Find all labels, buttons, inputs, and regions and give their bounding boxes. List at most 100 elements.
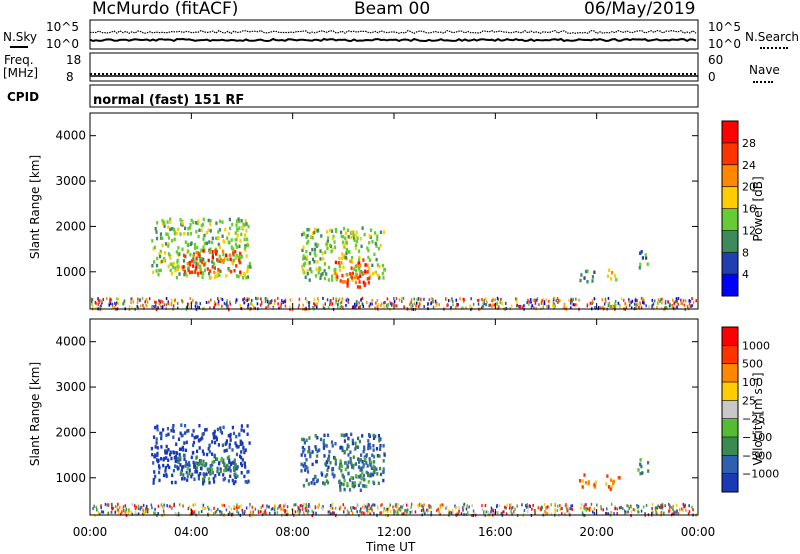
scatter-cell <box>651 502 654 506</box>
scatter-cell <box>137 306 139 310</box>
echo-cell <box>362 280 365 285</box>
scatter-cell <box>570 301 572 305</box>
scatter-cell <box>473 511 476 515</box>
scatter-cell <box>514 507 516 511</box>
echo-cell <box>167 458 170 462</box>
scatter-cell <box>583 507 586 511</box>
echo-cell <box>305 257 308 261</box>
scatter-cell <box>185 305 188 309</box>
scatter-cell <box>625 510 627 514</box>
echo-cell <box>192 220 195 225</box>
scatter-cell <box>228 505 230 509</box>
colorbar-tick-label: −1000 <box>742 468 779 481</box>
echo-cell <box>172 424 175 428</box>
scatter-cell <box>137 297 139 301</box>
echo-cell <box>159 268 162 273</box>
echo-cell <box>323 269 326 273</box>
scatter-cell <box>359 305 361 309</box>
echo-cell <box>199 466 203 471</box>
echo-cell <box>197 252 200 256</box>
echo-cell <box>170 262 173 266</box>
echo-cell <box>352 463 355 468</box>
echo-cell <box>152 461 155 465</box>
scatter-cell <box>356 299 358 303</box>
scatter-cell <box>128 305 131 308</box>
echo-cell <box>329 228 332 233</box>
echo-cell <box>166 220 169 224</box>
scatter-cell <box>423 297 425 301</box>
scatter-cell <box>620 297 623 301</box>
scatter-cell <box>411 510 413 513</box>
nsky-label: N.Sky <box>3 30 38 44</box>
x-tick-label: 08:00 <box>275 525 310 539</box>
scatter-cell <box>634 302 636 306</box>
scatter-cell <box>199 302 201 306</box>
scatter-cell <box>462 306 465 310</box>
echo-cell <box>345 247 348 252</box>
echo-cell <box>193 462 196 467</box>
noise-tick-left-bottom: 10^0 <box>46 37 79 51</box>
scatter-cell <box>217 297 219 301</box>
scatter-cell <box>495 302 497 306</box>
echo-cell <box>207 477 211 481</box>
scatter-cell <box>194 304 197 308</box>
scatter-cell <box>467 511 469 515</box>
scatter-cell <box>242 298 244 302</box>
echo-cell <box>319 276 322 280</box>
scatter-cell <box>674 300 677 304</box>
scatter-cell <box>559 507 562 511</box>
echo-cell <box>613 274 617 278</box>
echo-cell <box>381 263 384 268</box>
scatter-cell <box>385 304 388 308</box>
echo-cell <box>333 245 336 249</box>
echo-cell <box>329 461 332 465</box>
echo-cell <box>311 462 314 467</box>
echo-cell <box>169 220 172 224</box>
scatter-cell <box>532 503 534 507</box>
scatter-cell <box>111 302 114 306</box>
echo-cell <box>234 249 237 254</box>
echo-cell <box>300 462 303 467</box>
echo-cell <box>316 436 319 440</box>
scatter-cell <box>366 510 369 514</box>
echo-cell <box>336 275 339 279</box>
echo-cell <box>169 268 172 273</box>
scatter-cell <box>625 305 628 309</box>
echo-cell <box>344 231 347 235</box>
echo-cell <box>172 261 175 266</box>
echo-cell <box>349 450 352 454</box>
echo-cell <box>223 468 226 473</box>
scatter-cell <box>217 299 220 303</box>
echo-cell <box>341 473 344 477</box>
x-tick-label: 16:00 <box>478 525 513 539</box>
scatter-cell <box>528 302 530 306</box>
echo-cell <box>340 433 343 437</box>
colorbar-segment <box>722 230 738 253</box>
scatter-cell <box>270 507 273 511</box>
echo-cell <box>365 461 368 465</box>
scatter-cell <box>683 303 686 307</box>
scatter-cell <box>196 301 198 305</box>
echo-cell <box>165 232 168 236</box>
echo-cell <box>241 458 244 462</box>
scatter-cell <box>301 507 304 511</box>
scatter-cell <box>404 508 406 512</box>
scatter-cell <box>254 306 256 310</box>
echo-cell <box>170 428 173 433</box>
echo-cell <box>211 260 214 264</box>
scatter-cell <box>689 299 691 303</box>
echo-cell <box>205 230 208 235</box>
scatter-cell <box>677 302 680 306</box>
colorbar-tick-label: 12 <box>742 224 756 237</box>
scatter-cell <box>575 303 577 307</box>
echo-cell <box>231 478 234 483</box>
scatter-cell <box>604 297 607 301</box>
echo-cell <box>205 472 208 476</box>
scatter-cell <box>232 512 234 516</box>
scatter-cell <box>395 512 398 516</box>
echo-cell <box>359 481 362 485</box>
echo-cell <box>345 433 348 437</box>
echo-cell <box>361 226 364 230</box>
echo-cell <box>202 249 205 253</box>
scatter-cell <box>654 506 657 510</box>
